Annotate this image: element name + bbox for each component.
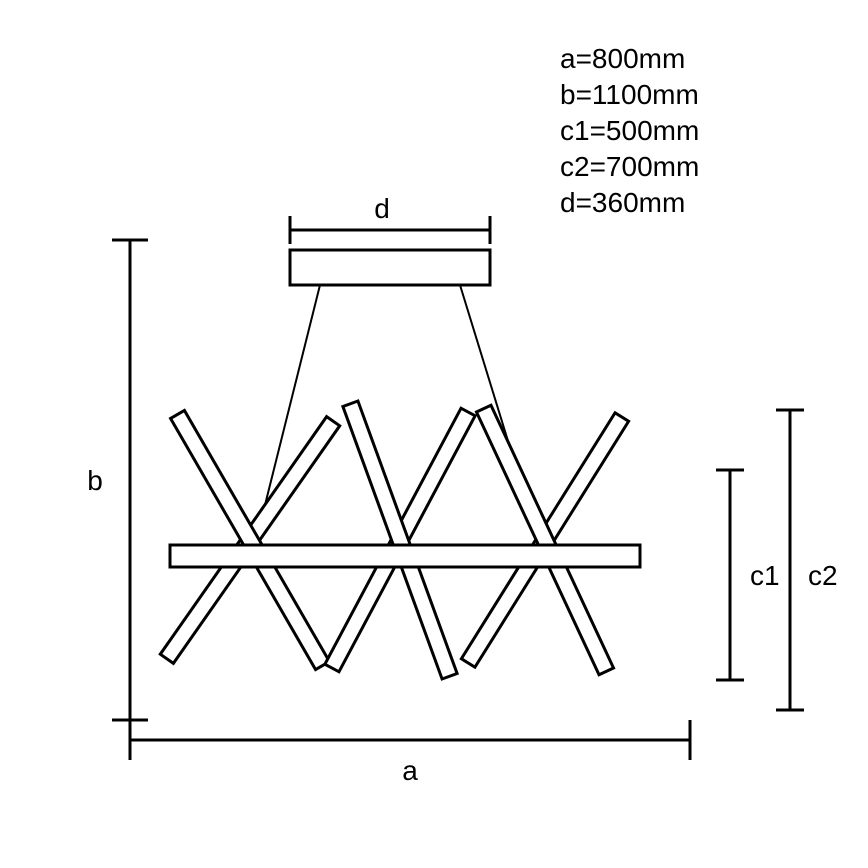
dim-b: b: [87, 240, 148, 720]
canopy: [290, 250, 490, 285]
stick-3: [343, 401, 457, 679]
legend-line-d: d=360mm: [560, 187, 685, 218]
dim-c2: c2: [776, 410, 838, 710]
dim-d-label: d: [374, 193, 390, 224]
dim-c1-label: c1: [750, 560, 780, 591]
dim-d: d: [290, 193, 490, 244]
dim-b-label: b: [87, 465, 103, 496]
dim-a-label: a: [402, 755, 418, 786]
main-bar: [170, 545, 640, 567]
sticks-group: [160, 401, 628, 679]
dim-c1: c1: [716, 470, 780, 680]
legend-block: a=800mm b=1100mm c1=500mm c2=700mm d=360…: [560, 43, 699, 218]
dimension-diagram: a=800mm b=1100mm c1=500mm c2=700mm d=360…: [0, 0, 868, 868]
dim-a: a: [130, 720, 690, 786]
legend-line-c1: c1=500mm: [560, 115, 699, 146]
legend-line-a: a=800mm: [560, 43, 685, 74]
legend-line-c2: c2=700mm: [560, 151, 699, 182]
dim-c2-label: c2: [808, 560, 838, 591]
legend-line-b: b=1100mm: [560, 79, 699, 110]
